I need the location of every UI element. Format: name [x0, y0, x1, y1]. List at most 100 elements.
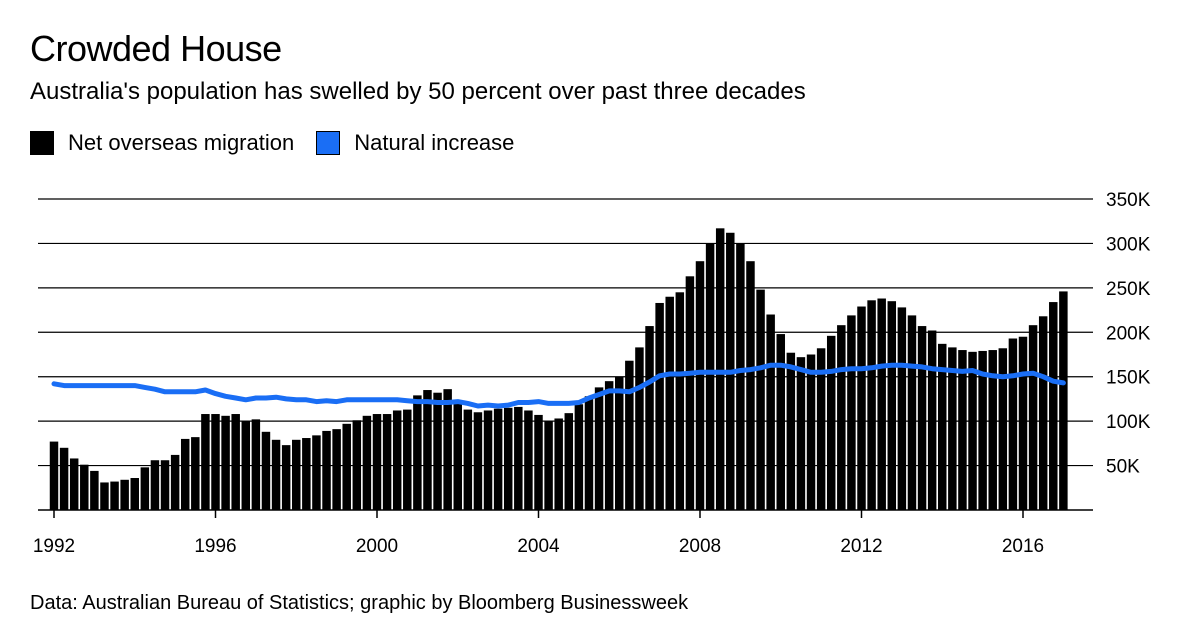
migration-bar — [927, 330, 937, 510]
migration-bar — [49, 441, 59, 510]
migration-bar — [897, 307, 907, 510]
legend-item-migration: Net overseas migration — [30, 130, 294, 156]
migration-bar — [635, 347, 644, 510]
migration-bar — [302, 438, 311, 510]
legend: Net overseas migration Natural increase — [30, 130, 536, 156]
migration-bar — [211, 414, 220, 510]
migration-bar — [231, 414, 240, 510]
migration-bar — [948, 347, 957, 510]
migration-bar — [281, 445, 291, 510]
chart-subtitle: Australia's population has swelled by 50… — [30, 78, 806, 105]
natural-increase-line — [51, 362, 1066, 409]
migration-bar — [675, 292, 685, 510]
migration-bar — [1059, 291, 1068, 510]
migration-bar — [786, 352, 796, 510]
migration-bar — [594, 387, 604, 510]
migration-bar — [413, 395, 422, 510]
migration-bar — [968, 351, 977, 510]
migration-bar — [382, 414, 392, 510]
migration-bar — [130, 478, 139, 510]
migration-bar — [1008, 338, 1018, 510]
migration-bar — [816, 348, 826, 510]
y-tick-label: 200K — [1106, 323, 1151, 344]
migration-bar — [958, 350, 967, 510]
migration-bar — [392, 410, 402, 510]
migration-bar — [756, 289, 765, 510]
migration-bar — [938, 343, 947, 510]
migration-bar — [1038, 316, 1048, 510]
migration-bar — [766, 314, 775, 510]
x-tick-label: 1992 — [33, 536, 75, 557]
migration-bar — [544, 421, 553, 510]
migration-bar — [978, 350, 987, 510]
migration-bar — [715, 228, 725, 510]
migration-bar — [120, 479, 129, 510]
migration-bar — [554, 418, 563, 510]
y-tick-label: 150K — [1106, 368, 1151, 389]
migration-bar — [150, 460, 160, 510]
migration-bar — [241, 421, 251, 510]
migration-bar — [746, 261, 755, 510]
migration-bar — [160, 460, 170, 510]
migration-bar — [362, 415, 372, 510]
migration-bar — [564, 413, 574, 510]
x-tick-label: 1996 — [194, 536, 236, 557]
x-tick-label: 2012 — [840, 536, 882, 557]
legend-label-natural: Natural increase — [354, 130, 515, 155]
migration-bar — [524, 410, 533, 510]
legend-swatch-migration — [30, 131, 54, 155]
migration-bar — [170, 454, 180, 510]
legend-item-natural: Natural increase — [316, 130, 514, 156]
migration-bar — [705, 243, 715, 510]
migration-bar — [685, 276, 695, 510]
migration-bar — [867, 300, 876, 510]
migration-bar — [493, 408, 503, 510]
migration-bar — [80, 464, 89, 510]
migration-bar — [776, 334, 785, 510]
migration-bar — [917, 326, 927, 510]
legend-label-migration: Net overseas migration — [68, 130, 295, 155]
migration-bar — [423, 390, 432, 510]
y-tick-label: 50K — [1106, 457, 1140, 478]
migration-bar — [332, 429, 341, 510]
x-tick-label: 2004 — [517, 536, 560, 557]
legend-swatch-natural — [316, 131, 341, 155]
migration-bar — [847, 315, 856, 510]
migration-bar — [251, 419, 261, 510]
migration-bar — [695, 261, 705, 510]
migration-bar — [907, 315, 917, 510]
migration-bar — [59, 447, 69, 510]
migration-bar — [796, 357, 806, 510]
migration-bar — [615, 376, 624, 510]
source-note: Data: Australian Bureau of Statistics; g… — [30, 592, 689, 614]
x-tick-label: 2000 — [356, 536, 398, 557]
migration-bar — [69, 458, 79, 510]
migration-bar — [433, 392, 442, 510]
migration-bar — [140, 467, 150, 510]
axes: 50K 100K 150K 200K 250K 300K 350K 1992 1996 2000 2… — [33, 190, 1151, 557]
y-tick-label: 350K — [1106, 190, 1151, 211]
y-tick-label: 300K — [1106, 234, 1151, 255]
migration-bar — [574, 404, 584, 510]
migration-bar — [887, 301, 897, 510]
migration-bar — [292, 439, 301, 510]
migration-bar — [514, 406, 523, 510]
migration-bar — [837, 325, 846, 510]
migration-bar — [473, 412, 483, 510]
migration-bar — [1018, 336, 1028, 510]
migration-bar — [342, 423, 351, 510]
y-tick-label: 100K — [1106, 412, 1151, 433]
y-tick-label: 250K — [1106, 279, 1151, 300]
migration-bar — [201, 414, 210, 510]
migration-bar — [998, 348, 1008, 510]
migration-bar — [221, 415, 230, 510]
migration-bar — [584, 396, 594, 510]
migration-bar — [857, 306, 866, 510]
migration-bar — [645, 326, 654, 510]
migration-bar — [271, 439, 281, 510]
migration-bar — [826, 335, 836, 510]
migration-bar — [352, 420, 362, 510]
migration-bars — [49, 228, 1068, 510]
migration-bar — [90, 470, 99, 510]
